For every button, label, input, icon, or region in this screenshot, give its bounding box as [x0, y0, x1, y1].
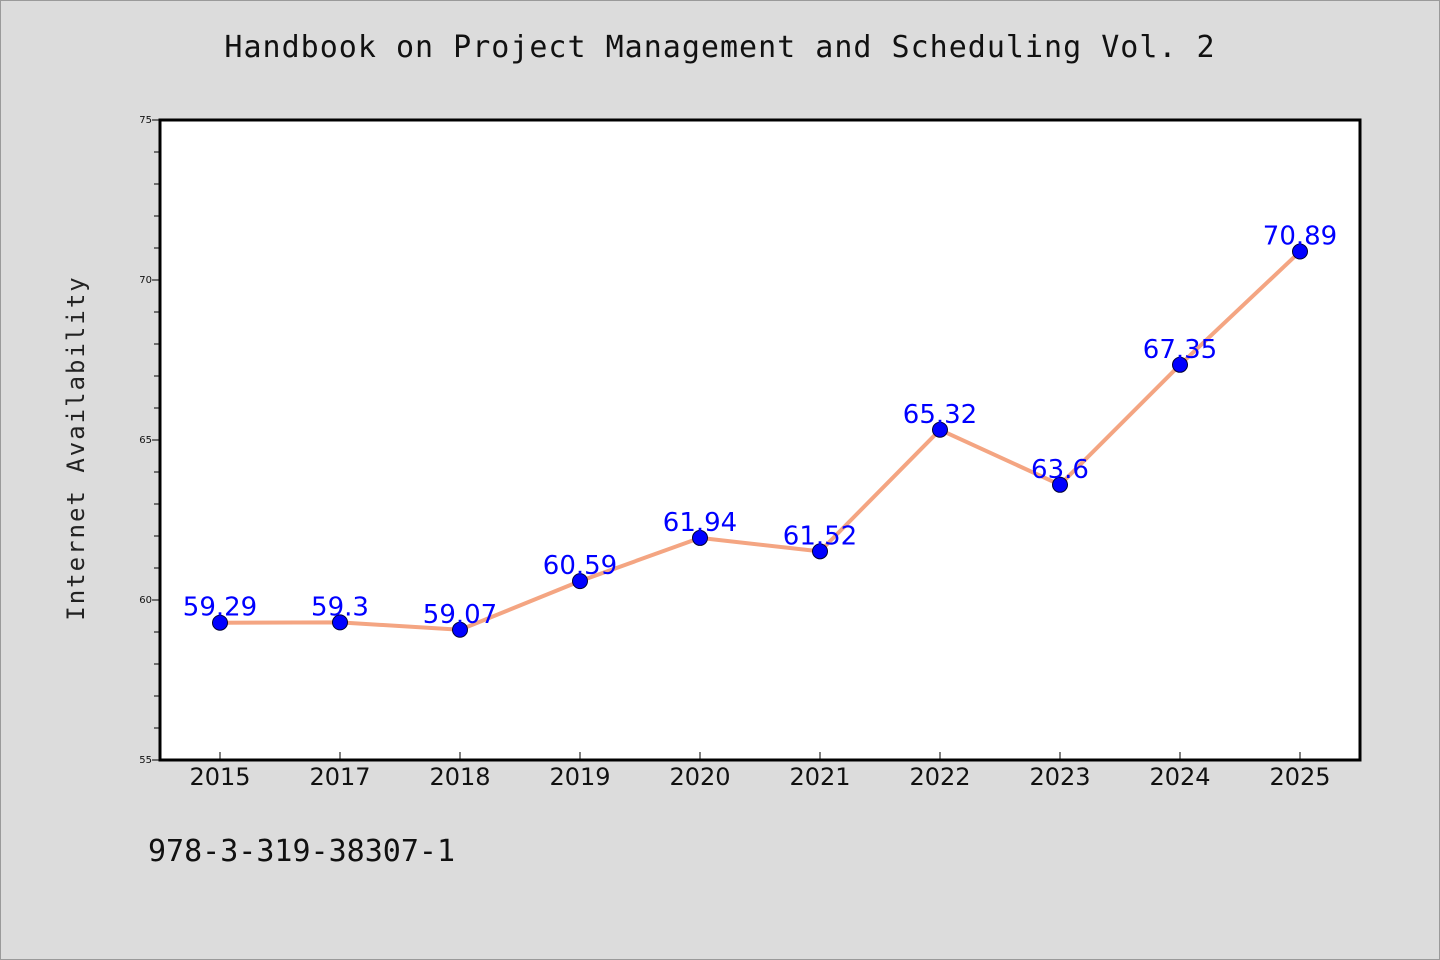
x-tick-label: 2020	[669, 763, 730, 791]
data-label: 65.32	[903, 400, 977, 430]
x-tick-label: 2015	[189, 763, 250, 791]
series-line	[218, 249, 1302, 632]
data-point	[212, 614, 228, 631]
data-point	[1052, 476, 1068, 493]
x-axis: 2015 2017 2018 2019 2020 2021 2022 2023 2024 2025	[189, 752, 1331, 791]
data-point	[332, 614, 348, 631]
data-label: 59.29	[183, 593, 257, 623]
data-point	[1172, 356, 1188, 373]
x-tick-label: 2018	[429, 763, 490, 791]
y-tick-label: 55	[139, 755, 152, 766]
series-markers	[212, 243, 1308, 638]
data-point	[932, 421, 948, 438]
x-tick-label: 2022	[909, 763, 970, 791]
x-tick-label: 2019	[549, 763, 610, 791]
data-point	[692, 529, 708, 546]
x-tick-label: 2021	[789, 763, 850, 791]
y-tick-label: 75	[139, 115, 152, 126]
data-point	[572, 573, 588, 590]
x-tick-label: 2024	[1149, 763, 1210, 791]
data-point	[1292, 243, 1308, 260]
data-label: 61.94	[663, 508, 737, 538]
data-label: 70.89	[1263, 222, 1337, 252]
chart-title: Handbook on Project Management and Sched…	[224, 30, 1216, 65]
x-tick-label: 2017	[309, 763, 370, 791]
y-tick-label: 70	[139, 275, 152, 286]
data-label: 59.07	[423, 600, 497, 630]
x-tick-label: 2023	[1029, 763, 1090, 791]
data-labels: 59.29 59.3 59.07 60.59 61.94 61.52 65.32 63.6 67…	[183, 222, 1337, 630]
y-tick-label: 65	[139, 435, 152, 446]
data-label: 67.35	[1143, 335, 1217, 365]
isbn-note: 978-3-319-38307-1	[148, 834, 456, 869]
data-label: 63.6	[1031, 455, 1089, 485]
y-tick-label: 60	[139, 595, 152, 606]
data-label: 61.52	[783, 521, 857, 551]
data-label: 60.59	[543, 551, 617, 581]
x-tick-label: 2025	[1269, 763, 1330, 791]
data-point	[812, 543, 828, 560]
y-axis: 55 60 65 70 75	[139, 115, 160, 766]
data-label: 59.3	[311, 592, 369, 622]
data-point	[452, 621, 468, 638]
plot-area	[158, 118, 1362, 762]
